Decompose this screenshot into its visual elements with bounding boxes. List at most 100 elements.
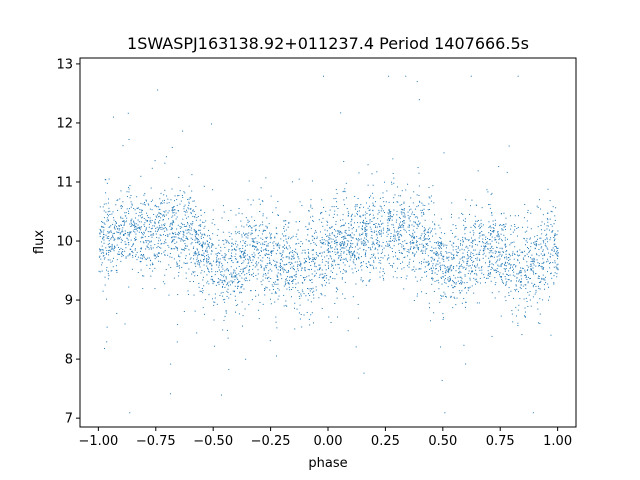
data-point <box>362 215 364 217</box>
data-point <box>131 246 133 248</box>
data-point <box>401 203 403 205</box>
data-point <box>172 248 174 250</box>
data-point <box>389 240 391 242</box>
data-point <box>493 228 495 230</box>
data-point <box>148 226 150 228</box>
data-point <box>128 213 130 215</box>
data-point <box>451 213 453 215</box>
data-point <box>346 249 348 251</box>
data-point <box>536 240 538 242</box>
data-point <box>173 206 175 208</box>
data-point <box>221 254 223 256</box>
data-point <box>505 251 507 253</box>
data-point <box>549 239 551 241</box>
data-point <box>372 184 374 186</box>
data-point <box>422 250 424 252</box>
data-point <box>356 259 358 261</box>
data-point <box>407 248 409 250</box>
data-point <box>526 265 528 267</box>
data-point <box>459 270 461 272</box>
data-point <box>251 238 253 240</box>
data-point <box>171 207 173 209</box>
data-point <box>537 226 539 228</box>
data-point <box>142 288 144 290</box>
data-point <box>185 277 187 279</box>
data-point <box>525 297 527 299</box>
data-point <box>344 191 346 193</box>
data-point <box>196 230 198 232</box>
data-point <box>342 272 344 274</box>
data-point <box>329 227 331 229</box>
data-point <box>248 226 250 228</box>
data-point <box>408 263 410 265</box>
data-point <box>300 313 302 315</box>
data-point <box>473 224 475 226</box>
data-point <box>270 250 272 252</box>
data-point <box>171 237 173 239</box>
data-point <box>209 237 211 239</box>
data-point <box>270 195 272 197</box>
data-point <box>252 268 254 270</box>
data-point <box>517 291 519 293</box>
data-point <box>205 251 207 253</box>
data-point <box>423 235 425 237</box>
data-point <box>433 252 435 254</box>
data-point <box>527 209 529 211</box>
data-point <box>366 266 368 268</box>
data-point <box>513 264 515 265</box>
data-point <box>275 227 277 229</box>
data-point <box>372 205 374 207</box>
data-point <box>330 238 332 240</box>
data-point <box>242 325 244 327</box>
data-point <box>242 254 244 256</box>
data-point <box>139 229 141 231</box>
data-point <box>352 253 354 255</box>
data-point <box>523 258 525 260</box>
data-point <box>194 250 196 252</box>
data-point <box>357 222 359 224</box>
data-point <box>447 266 449 268</box>
data-point <box>243 255 245 257</box>
data-point <box>245 277 247 279</box>
data-point <box>490 251 492 253</box>
data-point <box>536 244 538 246</box>
data-point <box>367 164 369 166</box>
data-point <box>547 219 549 221</box>
data-point <box>479 277 481 279</box>
data-point <box>330 245 332 247</box>
data-point <box>103 210 105 212</box>
data-point <box>169 233 171 235</box>
data-point <box>271 284 273 286</box>
data-point <box>425 292 427 294</box>
data-point <box>172 220 174 222</box>
data-point <box>301 267 303 269</box>
data-point <box>185 226 187 228</box>
data-point <box>180 200 182 202</box>
data-point <box>230 266 232 268</box>
data-point <box>122 255 124 257</box>
data-point <box>174 236 176 238</box>
data-point <box>476 257 478 259</box>
data-point <box>448 251 450 253</box>
data-point <box>251 262 253 264</box>
data-point <box>483 234 485 236</box>
data-point <box>440 267 442 269</box>
data-point <box>546 237 548 239</box>
data-point <box>187 216 189 218</box>
data-point <box>291 266 293 268</box>
data-point <box>164 223 166 225</box>
data-point <box>556 273 558 275</box>
data-point <box>531 258 533 260</box>
data-point <box>368 214 370 216</box>
data-point <box>328 242 330 244</box>
data-point <box>102 237 104 239</box>
data-point <box>151 199 153 201</box>
data-point <box>489 233 491 235</box>
data-point <box>452 224 454 226</box>
data-point <box>248 261 250 263</box>
data-point <box>463 298 465 300</box>
data-point <box>206 265 208 267</box>
data-point <box>496 256 498 258</box>
data-point <box>377 223 379 225</box>
data-point <box>198 243 200 245</box>
